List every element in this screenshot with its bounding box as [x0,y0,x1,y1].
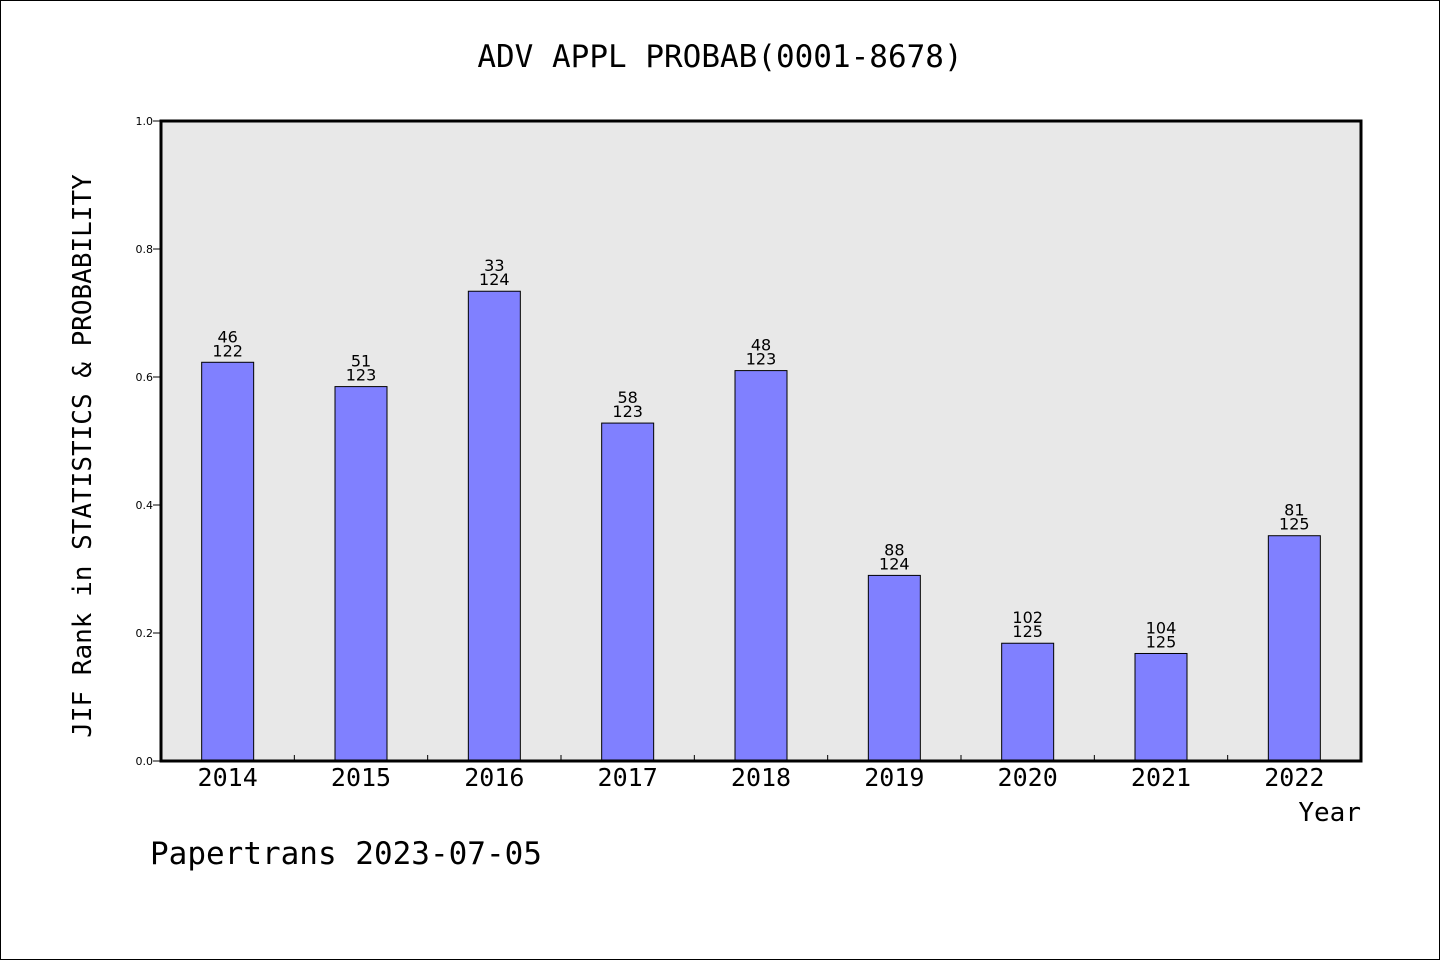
x-tick-label: 2018 [731,763,791,792]
bar [1267,535,1321,762]
bar [734,370,788,762]
x-tick-label: 2021 [1131,763,1191,792]
bar-total-label: 125 [1146,632,1177,651]
bar [601,422,655,762]
bar-total-label: 122 [212,341,243,360]
bar-rank-label: 88 [884,540,904,559]
x-tick-label: 2017 [598,763,658,792]
bar-rank-label: 102 [1012,608,1043,627]
bar-rank-label: 48 [751,336,771,355]
bar-rank-label: 51 [351,352,371,371]
plot-border [159,119,1363,763]
bar-rank-label: 81 [1284,501,1304,520]
y-axis-label: JIF Rank in STATISTICS & PROBABILITY [68,174,98,738]
y-tick-label: 0.4 [136,499,154,512]
y-tick-label: 0.2 [136,627,154,640]
x-tick-label: 2016 [464,763,524,792]
x-tick-label: 2022 [1264,763,1324,792]
bar-rank-label: 104 [1146,618,1177,637]
x-tick-label: 2020 [998,763,1058,792]
bar-total-label: 125 [1279,515,1310,534]
chart-title: ADV APPL PROBAB(0001-8678) [477,39,962,75]
bar-total-label: 123 [746,350,777,369]
bar-total-label: 123 [612,402,643,421]
bar-rank-label: 58 [617,388,637,407]
bar [467,290,521,762]
bar-total-label: 125 [1012,622,1043,641]
y-tick-label: 0.8 [136,243,154,256]
bar-rank-label: 33 [484,256,504,275]
bar-rank-label: 46 [217,327,237,346]
bar-total-label: 124 [479,270,510,289]
y-tick-label: 0.0 [136,755,154,768]
bar-total-label: 124 [879,554,910,573]
bar [1134,652,1188,762]
bar-total-label: 123 [346,366,377,385]
x-axis: 2014 2015 2016 2017 2018 2019 2020 2021 2022 [198,755,1324,792]
bar [867,574,921,762]
bar [1001,642,1055,762]
y-axis: 0.0 0.2 0.4 0.6 0.8 1.0 [136,115,161,768]
x-tick-label: 2015 [331,763,391,792]
y-tick-label: 1.0 [136,115,154,128]
bar [201,361,255,762]
y-tick-label: 0.6 [136,371,154,384]
footer-credit: Papertrans 2023-07-05 [150,836,542,872]
bar [334,386,388,762]
x-axis-label: Year [1298,798,1361,828]
x-tick-label: 2014 [198,763,258,792]
x-tick-label: 2019 [864,763,924,792]
